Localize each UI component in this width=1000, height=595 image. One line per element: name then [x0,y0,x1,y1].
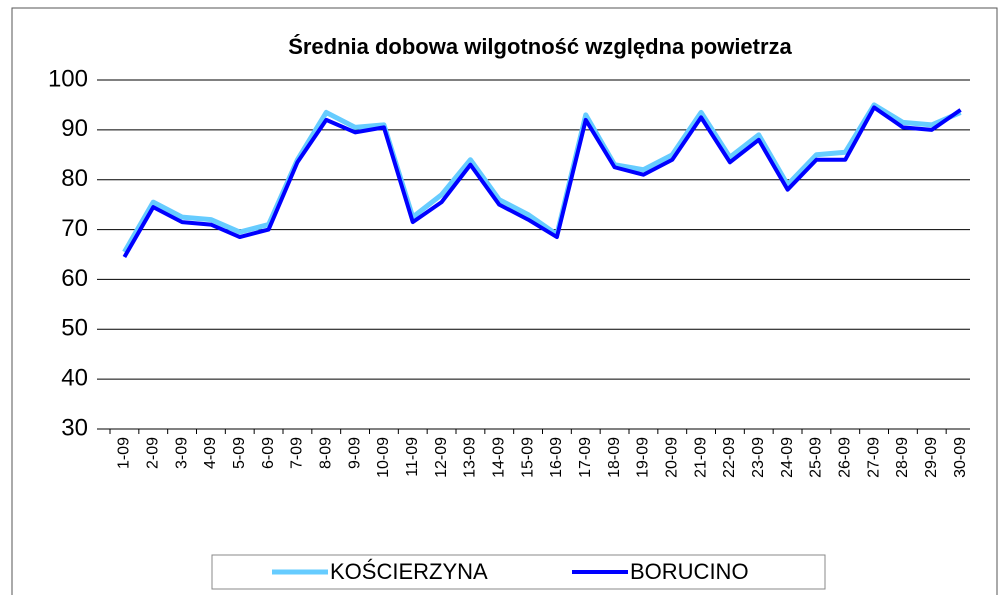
x-tick-label: 22-09 [721,437,738,478]
y-tick-label: 30 [61,414,88,441]
x-tick-label: 17-09 [577,437,594,478]
chart-border [11,7,998,595]
x-tick-label: 4-09 [202,437,219,469]
x-tick-label: 30-09 [952,437,969,478]
x-tick-label: 27-09 [865,437,882,478]
x-tick-label: 1-09 [116,437,133,469]
x-tick-label: 15-09 [519,437,536,478]
x-tick-label: 13-09 [462,437,479,478]
legend-label: KOŚCIERZYNA [330,559,488,584]
y-tick-label: 40 [61,364,88,391]
line-series [122,102,962,254]
x-tick-label: 16-09 [548,437,565,478]
x-tick-label: 2-09 [144,437,161,469]
x-tick-label: 28-09 [894,437,911,478]
x-tick-label: 8-09 [317,437,334,469]
x-tick-label: 6-09 [260,437,277,469]
x-tick-label: 7-09 [289,437,306,469]
x-tick-label: 3-09 [173,437,190,469]
x-tick-label: 12-09 [433,437,450,478]
x-tick-label: 21-09 [692,437,709,478]
y-tick-label: 60 [61,265,88,292]
x-tick-label: 10-09 [375,437,392,478]
x-tick-label: 11-09 [404,437,421,477]
x-tick-label: 14-09 [490,437,507,478]
chart-title: Średnia dobowa wilgotność względna powie… [288,34,792,59]
y-tick-label: 100 [48,65,88,92]
x-tick-label: 25-09 [808,437,825,478]
x-tick-label: 9-09 [346,437,363,469]
x-tick-label: 19-09 [635,437,652,478]
legend-label: BORUCINO [630,559,749,584]
line-series [122,105,962,258]
x-tick-label: 5-09 [231,437,248,469]
x-tick-label: 26-09 [836,437,853,478]
y-tick-label: 70 [61,215,88,242]
x-tick-label: 23-09 [750,437,767,478]
y-tick-label: 90 [61,115,88,142]
y-tick-label: 80 [61,165,88,192]
x-tick-label: 29-09 [923,437,940,478]
x-tick-label: 20-09 [663,437,680,478]
x-tick-label: 18-09 [606,437,623,478]
x-tick-label: 24-09 [779,437,796,478]
y-tick-label: 50 [61,315,88,342]
